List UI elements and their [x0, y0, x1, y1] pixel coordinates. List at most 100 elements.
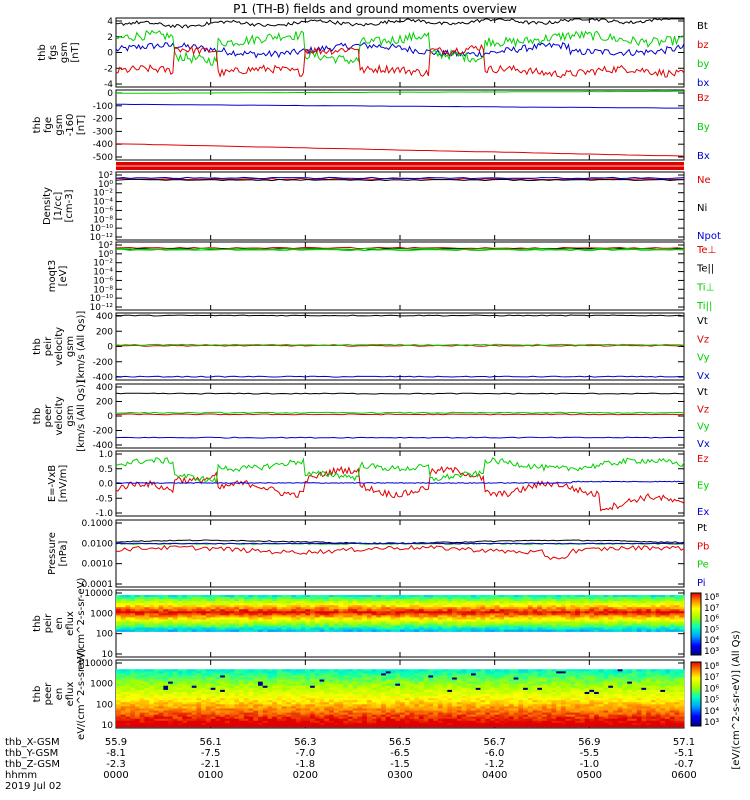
heat-cell: [395, 597, 401, 600]
heat-cell: [466, 677, 472, 680]
heat-cell: [603, 669, 609, 672]
heat-cell: [447, 698, 453, 701]
heat-cell: [546, 696, 552, 699]
heat-cell: [542, 671, 548, 674]
heat-cell: [617, 669, 623, 672]
heat-cell: [447, 675, 453, 678]
heat-cell: [418, 623, 424, 626]
heat-cell: [570, 696, 576, 699]
heat-cell: [248, 689, 254, 693]
heat-cell: [333, 698, 339, 701]
heat-cell: [291, 702, 297, 705]
heat-cell: [134, 694, 140, 697]
heat-cell: [134, 706, 140, 709]
heat-cell: [262, 683, 268, 687]
heat-cell: [660, 623, 666, 626]
heat-cell: [613, 607, 619, 610]
heat-cell: [305, 677, 311, 680]
heat-cell: [220, 687, 226, 691]
y-tick-label: 10000: [84, 589, 113, 599]
heat-cell: [660, 706, 666, 709]
heat-cell: [187, 691, 193, 695]
heat-cell: [504, 679, 510, 682]
heat-cell: [485, 625, 491, 628]
heat-cell: [205, 595, 211, 598]
heat-cell: [314, 609, 320, 612]
heat-cell: [376, 677, 382, 680]
heat-cell: [333, 700, 339, 703]
heat-cell: [504, 629, 510, 632]
heat-cell: [338, 603, 344, 606]
heat-cell: [229, 613, 235, 616]
heat-cell: [579, 629, 585, 632]
heat-cell: [234, 689, 240, 693]
heat-cell: [120, 607, 126, 610]
heat-cell: [291, 694, 297, 697]
heat-cell: [220, 613, 226, 616]
heat-cell: [182, 677, 188, 680]
heat-cell: [272, 689, 278, 693]
heat-cell: [622, 617, 628, 620]
heat-cell: [116, 673, 122, 676]
heat-cell: [134, 625, 140, 628]
heat-cell: [499, 691, 505, 695]
heat-cell: [508, 708, 514, 711]
heat-cell: [560, 702, 566, 705]
heat-cell: [248, 683, 254, 687]
heat-cell: [669, 623, 675, 626]
heat-cell: [390, 595, 396, 598]
heat-cell: [134, 687, 140, 691]
heat-cell: [234, 623, 240, 626]
heat-cell: [205, 679, 211, 682]
heat-cell: [177, 607, 183, 610]
heat-cell: [371, 698, 377, 701]
heat-cell: [134, 708, 140, 711]
heat-cell: [362, 702, 368, 705]
heat-cell: [594, 595, 600, 598]
heat-cell: [471, 694, 477, 697]
heat-cell: [508, 607, 514, 610]
heat-cell: [172, 605, 178, 608]
heat-cell: [357, 675, 363, 678]
heat-cell: [423, 704, 429, 707]
heat-cell: [471, 629, 477, 632]
heat-cell: [395, 700, 401, 703]
heat-cell: [669, 683, 675, 687]
heat-cell: [504, 605, 510, 608]
heat-cell: [343, 700, 349, 703]
heat-cell: [196, 603, 202, 606]
heat-cell: [130, 669, 136, 672]
heat-cell: [390, 704, 396, 707]
legend-vy: Vy: [697, 422, 710, 433]
heat-cell: [598, 677, 604, 680]
heat-cell: [210, 625, 216, 628]
heat-cell: [622, 698, 628, 701]
heat-cell: [191, 627, 197, 630]
heat-cell: [310, 597, 316, 600]
heat-cell: [603, 621, 609, 624]
heat-cell: [376, 601, 382, 604]
heat-cell: [210, 603, 216, 606]
heat-cell: [613, 706, 619, 709]
heat-cell: [542, 689, 548, 693]
heat-cell: [475, 627, 481, 630]
heat-cell: [594, 679, 600, 682]
heat-cell: [139, 673, 145, 676]
heat-cell: [613, 601, 619, 604]
heat-cell: [423, 669, 429, 672]
heat-cell: [461, 671, 467, 674]
heat-cell: [243, 623, 249, 626]
heat-cell: [362, 601, 368, 604]
heat-cell: [371, 603, 377, 606]
heat-cell: [537, 691, 543, 695]
heat-cell: [608, 698, 614, 701]
heat-cell: [281, 625, 287, 628]
heat-cell: [428, 613, 434, 616]
heat-cell: [579, 609, 585, 612]
heat-cell: [347, 623, 353, 626]
heat-cell: [234, 673, 240, 676]
heat-cell: [381, 681, 387, 684]
heat-cell: [603, 687, 609, 691]
heat-cell: [471, 691, 477, 695]
heat-cell: [205, 704, 211, 707]
